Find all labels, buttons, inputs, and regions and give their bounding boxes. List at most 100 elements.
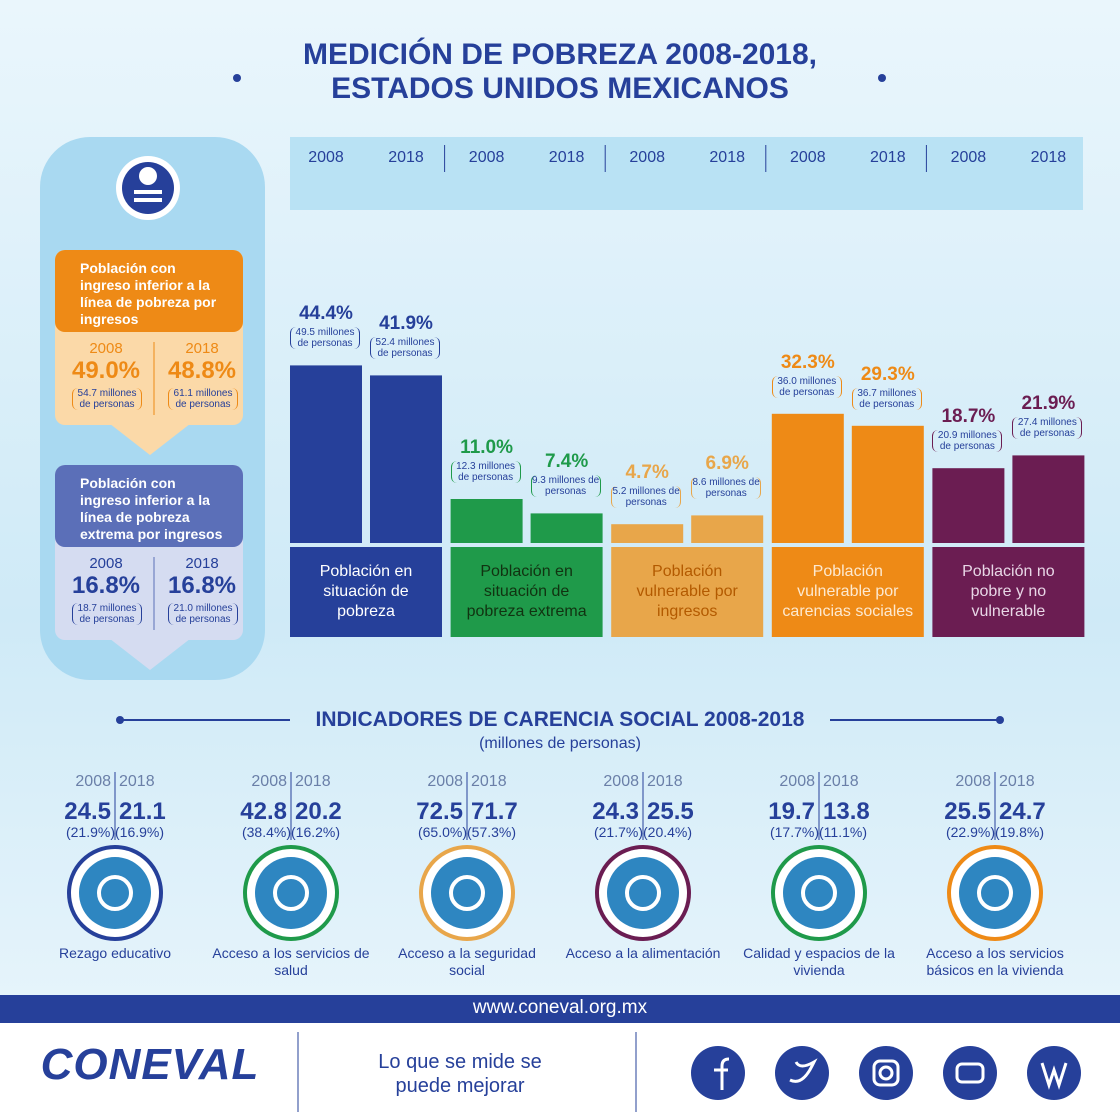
- indicator-icon: [607, 857, 679, 929]
- box-value: 16.8%: [167, 572, 237, 599]
- coin: [139, 167, 157, 185]
- people-label: 36.0 millones de personas: [771, 375, 842, 398]
- indicator-glyph: [801, 875, 837, 911]
- indicator-value: 72.5: [416, 798, 463, 825]
- bar: [1012, 455, 1085, 543]
- category-box: [611, 547, 764, 637]
- indicator-name: Acceso a la seguridad social: [398, 945, 536, 978]
- indicator-glyph: [449, 875, 485, 911]
- indicator-icon: [255, 857, 327, 929]
- value-label: 21.9%: [1021, 393, 1076, 415]
- indicator-percent: (20.4%): [643, 824, 693, 840]
- indicator-year: 2018: [647, 773, 683, 790]
- logo: CONEVAL: [40, 1040, 260, 1089]
- indicator-percent: (21.7%): [593, 824, 643, 840]
- indicator-value: 13.8: [823, 798, 870, 825]
- indicator-icon: [959, 857, 1031, 929]
- year-band: [290, 137, 1083, 210]
- people-label: 36.7 millones de personas: [851, 387, 922, 410]
- indicator-year: 2008: [955, 773, 991, 790]
- year-label: 2008: [790, 149, 826, 166]
- twitter-icon[interactable]: [775, 1046, 829, 1100]
- indicator-icon: [431, 857, 503, 929]
- year-label: 2008: [950, 149, 987, 166]
- instagram-icon[interactable]: [859, 1046, 913, 1100]
- value-label: 44.4%: [299, 303, 353, 325]
- youtube-icon[interactable]: [943, 1046, 997, 1100]
- footer-bg: [0, 1023, 1120, 1120]
- value-label: 18.7%: [941, 406, 996, 428]
- category-label: Población en situación de pobreza: [319, 563, 413, 620]
- bar: [370, 375, 442, 543]
- box-people: 21.0 millones de personas: [168, 603, 238, 625]
- value-label: 7.4%: [544, 451, 589, 473]
- indicator-value: 25.5: [647, 798, 694, 825]
- box-value: 48.8%: [167, 357, 237, 384]
- year-label: 2018: [548, 149, 585, 166]
- bar: [290, 365, 362, 543]
- indicator-year: 2018: [295, 773, 331, 790]
- value-label: 29.3%: [860, 363, 915, 385]
- year-label: 2008: [629, 149, 665, 166]
- facebook-icon[interactable]: [691, 1046, 745, 1100]
- people-label: 12.3 millones de personas: [450, 461, 521, 483]
- bar: [530, 513, 603, 543]
- category-box: [290, 547, 442, 637]
- year-label: 2018: [388, 149, 424, 166]
- dot: [996, 716, 1004, 724]
- indicator-name: Calidad y espacios de la vivienda: [743, 945, 895, 978]
- indicator-icon: [783, 857, 855, 929]
- dot: [233, 74, 241, 82]
- indicator-percent: (11.1%): [819, 824, 867, 840]
- box-value: 16.8%: [71, 572, 141, 599]
- year-label: 2008: [308, 149, 344, 166]
- indicator-value: 25.5: [944, 798, 991, 825]
- year-label: 2018: [870, 149, 906, 166]
- value-label: 6.9%: [705, 453, 749, 475]
- box-head: [55, 250, 243, 332]
- value-label: 11.0%: [460, 437, 513, 458]
- coin-stack: [134, 198, 162, 202]
- box-people: 61.1 millones de personas: [168, 388, 238, 410]
- bar: [932, 468, 1005, 543]
- indicator-year: 2008: [603, 773, 639, 790]
- category-label: Población vulnerable por ingresos: [636, 563, 738, 620]
- indicator-percent: (17.7%): [769, 824, 819, 840]
- indicator-name: Acceso a los servicios básicos en la viv…: [926, 945, 1064, 978]
- box-people: 18.7 millones de personas: [72, 603, 142, 625]
- url[interactable]: www.coneval.org.mx: [472, 997, 648, 1018]
- indicator-glyph: [625, 875, 661, 911]
- indicator-percent: (19.8%): [995, 824, 1045, 840]
- dot: [116, 716, 124, 724]
- indicator-year: 2018: [471, 773, 507, 790]
- indicator-percent: (16.9%): [115, 824, 165, 840]
- box-year: 2008: [89, 340, 123, 357]
- indicator-percent: (22.9%): [945, 824, 995, 840]
- indicator-year: 2018: [999, 773, 1035, 790]
- slogan: Lo que se mide se puede mejorar: [378, 1051, 542, 1097]
- box-title: Población con ingreso inferior a la líne…: [80, 475, 223, 542]
- indicator-value: 19.7: [768, 798, 815, 825]
- people-label: 8.6 millones de personas: [691, 477, 762, 500]
- indicator-value: 24.7: [999, 798, 1046, 825]
- section-subtitle: (millones de personas): [479, 735, 641, 752]
- box-value: 49.0%: [71, 357, 141, 384]
- indicator-glyph: [273, 875, 309, 911]
- title-line: ESTADOS UNIDOS MEXICANOS: [331, 72, 789, 105]
- indicator-glyph: [97, 875, 133, 911]
- people-label: 27.4 millones de personas: [1012, 417, 1083, 440]
- bar: [450, 499, 523, 543]
- indicator-percent: (16.2%): [291, 824, 341, 840]
- people-label: 49.5 millones de personas: [290, 327, 360, 350]
- bar: [691, 515, 764, 543]
- bar: [851, 425, 924, 543]
- year-label: 2018: [709, 149, 745, 166]
- indicator-value: 71.7: [471, 798, 518, 825]
- indicator-name: Acceso a los servicios de salud: [212, 945, 370, 978]
- year-label: 2018: [1030, 149, 1067, 166]
- box-year: 2018: [185, 555, 219, 572]
- title: MEDICIÓN DE POBREZA 2008-2018, ESTADOS U…: [160, 38, 960, 106]
- indicator-percent: (57.3%): [467, 824, 517, 840]
- box-title: Población con ingreso inferior a la líne…: [80, 260, 217, 327]
- section-title: INDICADORES DE CARENCIA SOCIAL 2008-2018: [315, 708, 805, 731]
